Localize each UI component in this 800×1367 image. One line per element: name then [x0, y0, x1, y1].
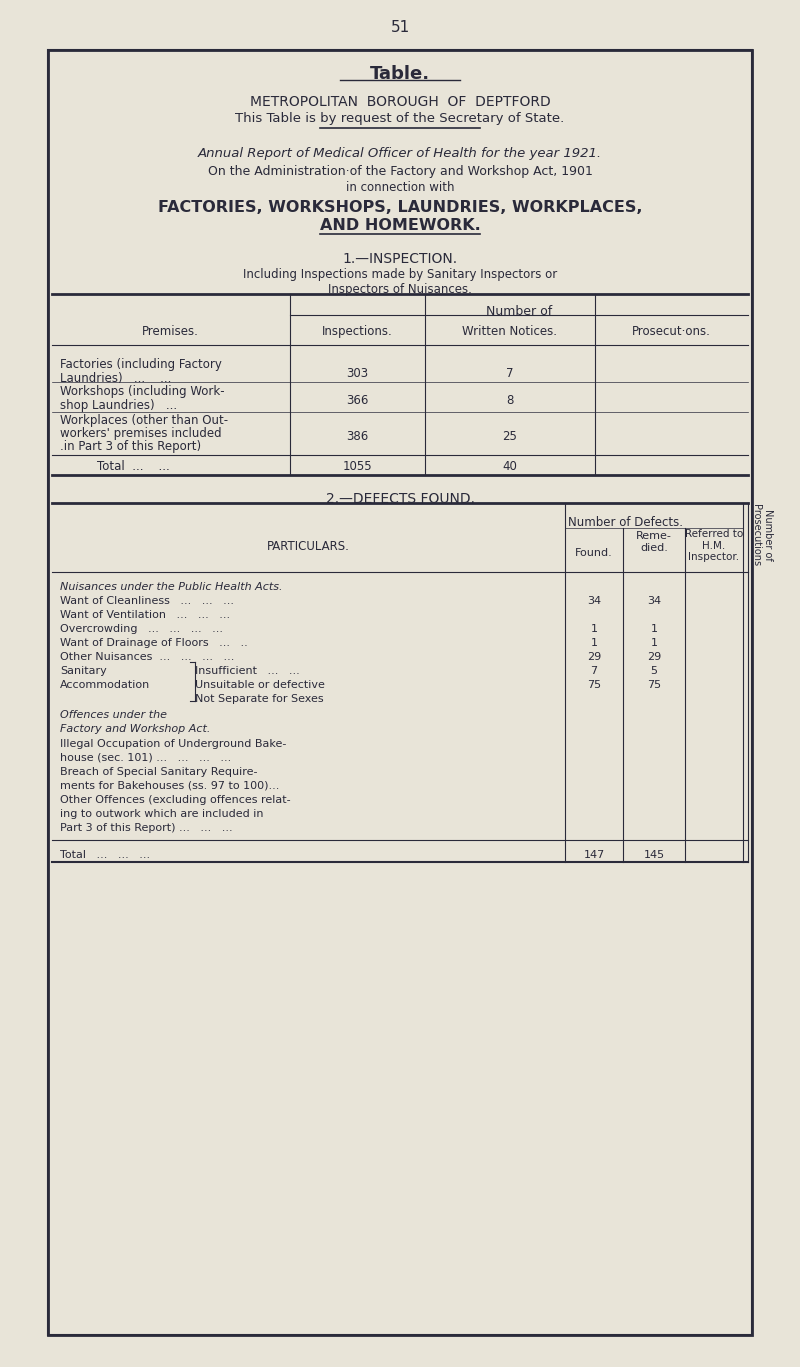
Text: Unsuitable or defective: Unsuitable or defective — [195, 679, 325, 690]
Text: 145: 145 — [643, 850, 665, 860]
Text: Insufficient   ...   ...: Insufficient ... ... — [195, 666, 300, 677]
Text: Factories (including Factory: Factories (including Factory — [60, 358, 222, 370]
Text: Other Nuisances  ...   ...   ...   ...: Other Nuisances ... ... ... ... — [60, 652, 234, 662]
Text: ing to outwork which are included in: ing to outwork which are included in — [60, 809, 263, 819]
Text: Illegal Occupation of Underground Bake-: Illegal Occupation of Underground Bake- — [60, 740, 286, 749]
Text: Nuisances under the Public Health Acts.: Nuisances under the Public Health Acts. — [60, 582, 282, 592]
Text: Written Notices.: Written Notices. — [462, 325, 558, 338]
Text: Number of
Prosecutions: Number of Prosecutions — [751, 504, 773, 566]
Text: Breach of Special Sanitary Require-: Breach of Special Sanitary Require- — [60, 767, 258, 776]
Text: On the Administration·of the Factory and Workshop Act, 1901: On the Administration·of the Factory and… — [207, 165, 593, 178]
Text: 1: 1 — [590, 623, 598, 634]
Text: 25: 25 — [502, 431, 518, 443]
Text: Sanitary: Sanitary — [60, 666, 106, 677]
Text: Inspections.: Inspections. — [322, 325, 393, 338]
Text: 366: 366 — [346, 394, 369, 407]
Text: 75: 75 — [647, 679, 661, 690]
Text: Inspectors of Nuisances.: Inspectors of Nuisances. — [328, 283, 472, 297]
Text: METROPOLITAN  BOROUGH  OF  DEPTFORD: METROPOLITAN BOROUGH OF DEPTFORD — [250, 94, 550, 109]
Text: 1.—INSPECTION.: 1.—INSPECTION. — [342, 252, 458, 267]
Text: workers' premises included: workers' premises included — [60, 427, 222, 440]
Text: 147: 147 — [583, 850, 605, 860]
Text: Total   ...   ...   ...: Total ... ... ... — [60, 850, 150, 860]
Text: Other Offences (excluding offences relat-: Other Offences (excluding offences relat… — [60, 796, 290, 805]
Bar — [48, 51, 752, 1336]
Text: Number of Defects.: Number of Defects. — [567, 515, 682, 529]
Text: 7: 7 — [590, 666, 598, 677]
Text: Offences under the: Offences under the — [60, 709, 167, 720]
Text: This Table is by request of the Secretary of State.: This Table is by request of the Secretar… — [235, 112, 565, 124]
Text: Table.: Table. — [370, 66, 430, 83]
Text: Want of Cleanliness   ...   ...   ...: Want of Cleanliness ... ... ... — [60, 596, 234, 606]
Text: 1055: 1055 — [342, 461, 372, 473]
Text: ments for Bakehouses (ss. 97 to 100)...: ments for Bakehouses (ss. 97 to 100)... — [60, 781, 279, 791]
Text: house (sec. 101) ...   ...   ...   ...: house (sec. 101) ... ... ... ... — [60, 753, 231, 763]
Text: 7: 7 — [506, 366, 514, 380]
Text: 34: 34 — [647, 596, 661, 606]
Text: 34: 34 — [587, 596, 601, 606]
Text: 303: 303 — [346, 366, 369, 380]
Text: Not Separate for Sexes: Not Separate for Sexes — [195, 694, 324, 704]
Text: 1: 1 — [650, 638, 658, 648]
Text: Overcrowding   ...   ...   ...   ...: Overcrowding ... ... ... ... — [60, 623, 223, 634]
Text: in connection with: in connection with — [346, 180, 454, 194]
Text: 5: 5 — [650, 666, 658, 677]
Text: Referred to
H.M.
Inspector.: Referred to H.M. Inspector. — [685, 529, 743, 562]
Text: 29: 29 — [587, 652, 601, 662]
Text: Factory and Workshop Act.: Factory and Workshop Act. — [60, 725, 210, 734]
Text: 1: 1 — [650, 623, 658, 634]
Text: Accommodation: Accommodation — [60, 679, 150, 690]
Text: Want of Drainage of Floors   ...   ..: Want of Drainage of Floors ... .. — [60, 638, 248, 648]
Text: Reme-
died.: Reme- died. — [636, 530, 672, 552]
Text: Prosecut·ons.: Prosecut·ons. — [632, 325, 711, 338]
Text: .in Part 3 of this Report): .in Part 3 of this Report) — [60, 440, 201, 452]
Text: 29: 29 — [647, 652, 661, 662]
Text: Number of: Number of — [486, 305, 552, 319]
Text: Found.: Found. — [575, 548, 613, 558]
Text: Workshops (including Work-: Workshops (including Work- — [60, 385, 225, 398]
Text: Total  ...    ...: Total ... ... — [98, 461, 170, 473]
Text: Annual Report of Medical Officer of Health for the year 1921.: Annual Report of Medical Officer of Heal… — [198, 148, 602, 160]
Text: 75: 75 — [587, 679, 601, 690]
Text: 40: 40 — [502, 461, 518, 473]
Text: 1: 1 — [590, 638, 598, 648]
Text: Workplaces (other than Out-: Workplaces (other than Out- — [60, 414, 228, 427]
Bar — [48, 51, 752, 1336]
Text: 386: 386 — [346, 431, 369, 443]
Text: 2.—DEFECTS FOUND.: 2.—DEFECTS FOUND. — [326, 492, 474, 506]
Text: shop Laundries)   ...: shop Laundries) ... — [60, 399, 177, 411]
Text: AND HOMEWORK.: AND HOMEWORK. — [320, 217, 480, 232]
Text: 8: 8 — [506, 394, 514, 407]
Text: Including Inspections made by Sanitary Inspectors or: Including Inspections made by Sanitary I… — [243, 268, 557, 282]
Text: Laundries)   ...    ...: Laundries) ... ... — [60, 372, 171, 385]
Text: Want of Ventilation   ...   ...   ...: Want of Ventilation ... ... ... — [60, 610, 230, 621]
Text: PARTICULARS.: PARTICULARS. — [267, 540, 350, 554]
Text: 51: 51 — [390, 21, 410, 36]
Text: Part 3 of this Report) ...   ...   ...: Part 3 of this Report) ... ... ... — [60, 823, 233, 833]
Text: FACTORIES, WORKSHOPS, LAUNDRIES, WORKPLACES,: FACTORIES, WORKSHOPS, LAUNDRIES, WORKPLA… — [158, 200, 642, 215]
Text: Premises.: Premises. — [142, 325, 198, 338]
